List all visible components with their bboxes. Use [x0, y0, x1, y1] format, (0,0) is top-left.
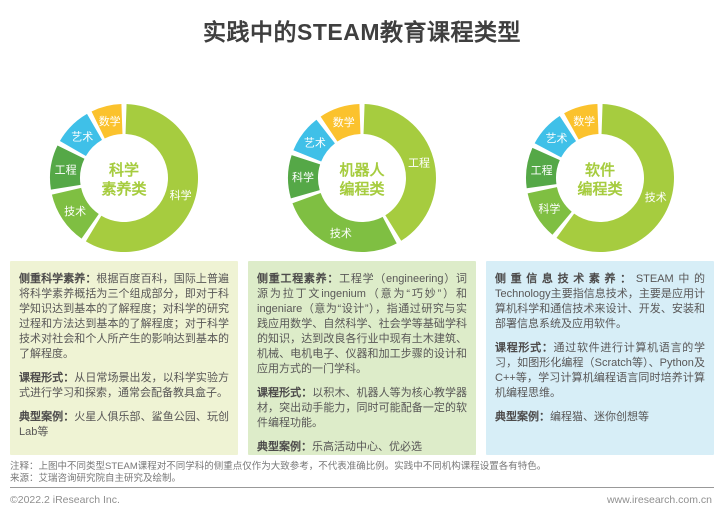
donut-segment-科学	[288, 155, 321, 199]
donut-segment-技术	[51, 187, 99, 239]
donut-segment-工程	[363, 104, 436, 241]
paragraph-text: 编程猫、迷你创想等	[550, 411, 649, 423]
segment-label: 科学	[538, 201, 560, 215]
donut-segment-工程	[526, 147, 560, 189]
segment-label: 科学	[292, 170, 314, 184]
chart-column-science-literacy: 科学 技术 工程 艺术 数学 科学 素养类	[10, 102, 238, 254]
segment-label: 工程	[55, 163, 77, 176]
description-box-software-programming: 侧重信息技术素养：STEAM中的Technology主要指信息技术，主要是应用计…	[486, 261, 714, 455]
charts-row: 科学 技术 工程 艺术 数学 科学 素养类 工程 技术 科学 艺术 数学 机器人 编程类 技术 科学 工程艺…	[0, 102, 724, 254]
footer-bar: ©2022.2 iResearch Inc. www.iresearch.com…	[0, 488, 724, 506]
paragraph-course-format: 课程形式：通过软件进行计算机语言的学习，如图形化编程（Scratch等）、Pyt…	[495, 341, 705, 401]
donut-center-title: 科学	[109, 161, 139, 179]
segment-label: 技术	[64, 205, 86, 218]
donut-center-title: 软件	[585, 161, 615, 179]
segment-label: 数学	[333, 115, 355, 129]
donut-segment-技术	[556, 104, 674, 253]
paragraph-label: 侧重信息技术素养：	[495, 273, 636, 285]
donut-center-title: 编程类	[339, 180, 385, 198]
paragraph-text: 以积木、机器人等为核心教学器材，突出动手能力，同时可能配备一定的软件编程功能。	[257, 387, 468, 429]
paragraph-emphasis: 侧重信息技术素养：STEAM中的Technology主要指信息技术，主要是应用计…	[495, 272, 705, 332]
source-line: 来源：艾瑞咨询研究院自主研究及绘制。	[10, 472, 182, 484]
paragraph-text: 通过软件进行计算机语言的学习，如图形化编程（Scratch等）、Python及C…	[495, 342, 706, 399]
segment-label: 技术	[330, 227, 352, 240]
donut-segment-艺术	[59, 113, 102, 156]
donut-segment-技术	[292, 193, 397, 253]
paragraph-typical-cases: 典型案例：编程猫、迷你创想等	[495, 410, 705, 425]
donut-segment-数学	[91, 104, 123, 139]
page-title: 实践中的STEAM教育课程类型	[203, 19, 521, 45]
paragraph-label: 课程形式：	[19, 372, 75, 384]
paragraph-text: 火星人俱乐部、鲨鱼公园、玩创Lab等	[19, 411, 230, 438]
paragraph-emphasis: 侧重科学素养：根据百度百科，国际上普遍将科学素养概括为三个组成部分，即对于科学知…	[19, 272, 229, 362]
donut-center-title: 编程类	[577, 180, 623, 198]
description-boxes-row: 侧重科学素养：根据百度百科，国际上普遍将科学素养概括为三个组成部分，即对于科学知…	[0, 261, 724, 455]
paragraph-label: 典型案例：	[19, 411, 75, 423]
donut-segment-科学	[85, 104, 199, 253]
donut-segment-科学	[527, 187, 572, 235]
paragraph-text: 工程学（engineering）词源为拉丁文ingenium（意为“巧妙”）和i…	[257, 273, 468, 375]
segment-label: 艺术	[71, 130, 93, 143]
donut-center-title: 素养类	[101, 180, 147, 198]
paragraph-text: 乐高活动中心、优必选	[312, 441, 422, 453]
description-box-robot-programming: 侧重工程素养：工程学（engineering）词源为拉丁文ingenium（意为…	[248, 261, 476, 455]
segment-label: 技术	[645, 191, 667, 204]
donut-segment-艺术	[534, 115, 577, 158]
paragraph-label: 课程形式：	[495, 342, 554, 354]
paragraph-typical-cases: 典型案例：乐高活动中心、优必选	[257, 440, 467, 455]
donut-center-title: 机器人	[339, 161, 385, 179]
paragraph-text: STEAM中的Technology主要指信息技术，主要是应用计算机科学和通信技术…	[495, 273, 705, 330]
paragraph-emphasis: 侧重工程素养：工程学（engineering）词源为拉丁文ingenium（意为…	[257, 272, 467, 377]
segment-label: 科学	[170, 188, 192, 202]
note-line: 注释：上图中不同类型STEAM课程对不同学科的侧重点仅作为大致参考，不代表准确比…	[10, 461, 547, 472]
segment-label: 数学	[99, 114, 121, 128]
copyright-text: ©2022.2 iResearch Inc.	[10, 494, 120, 506]
donut-segment-数学	[320, 104, 361, 142]
paragraph-label: 侧重工程素养：	[257, 273, 340, 285]
paragraph-label: 典型案例：	[495, 411, 550, 423]
chart-column-robot-programming: 工程技术 科学 艺术 数学机器人 编程类	[248, 102, 476, 254]
segment-label: 工程	[408, 157, 430, 170]
paragraph-label: 典型案例：	[257, 441, 312, 453]
donut-segment-工程	[49, 145, 85, 190]
paragraph-course-format: 课程形式：从日常场景出发，以科学实验方式进行学习和探索，通常会配备教具盒子。	[19, 371, 229, 401]
paragraph-label: 课程形式：	[257, 387, 313, 399]
paragraph-typical-cases: 典型案例：火星人俱乐部、鲨鱼公园、玩创Lab等	[19, 410, 229, 440]
footer-divider	[10, 487, 714, 488]
paragraph-label: 侧重科学素养：	[19, 273, 97, 285]
donut-segment-艺术	[293, 119, 335, 162]
segment-label: 艺术	[304, 137, 326, 150]
chart-column-software-programming: 技术科学 工程 艺术 数学软件 编程类	[486, 102, 714, 254]
segment-label: 工程	[531, 164, 553, 177]
description-box-science-literacy: 侧重科学素养：根据百度百科，国际上普遍将科学素养概括为三个组成部分，即对于科学知…	[10, 261, 238, 455]
segment-label: 数学	[573, 114, 595, 128]
footnote-block: 注释：上图中不同类型STEAM课程对不同学科的侧重点仅作为大致参考，不代表准确比…	[10, 461, 714, 484]
donut-segment-数学	[564, 104, 599, 140]
paragraph-course-format: 课程形式：以积木、机器人等为核心教学器材，突出动手能力，同时可能配备一定的软件编…	[257, 386, 467, 431]
website-link[interactable]: www.iresearch.com.cn	[606, 494, 712, 506]
paragraph-text: 根据百度百科，国际上普遍将科学素养概括为三个组成部分，即对于科学知识达到基本的了…	[19, 273, 230, 360]
paragraph-text: 从日常场景出发，以科学实验方式进行学习和探索，通常会配备教具盒子。	[19, 372, 230, 399]
segment-label: 艺术	[546, 132, 568, 145]
